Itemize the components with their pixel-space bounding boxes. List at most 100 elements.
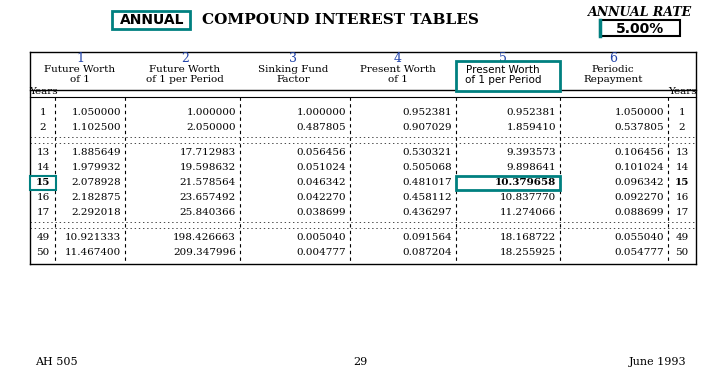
Text: 10.837770: 10.837770 (500, 193, 556, 202)
Text: 0.056456: 0.056456 (296, 148, 346, 157)
Text: Periodic: Periodic (592, 66, 634, 75)
Text: 17.712983: 17.712983 (180, 148, 236, 157)
Text: 0.051024: 0.051024 (296, 163, 346, 172)
Text: 0.005040: 0.005040 (296, 233, 346, 242)
Text: 0.092270: 0.092270 (614, 193, 664, 202)
Text: 1.885649: 1.885649 (71, 148, 121, 157)
Text: 0.487805: 0.487805 (296, 123, 346, 132)
Text: 0.004777: 0.004777 (296, 248, 346, 257)
Text: 0.106456: 0.106456 (614, 148, 664, 157)
Text: 2.182875: 2.182875 (71, 193, 121, 202)
Text: 17: 17 (36, 208, 50, 217)
Text: Present Worth: Present Worth (465, 66, 541, 75)
Text: AH 505: AH 505 (35, 357, 78, 367)
Text: 15: 15 (36, 178, 50, 187)
Text: 16: 16 (676, 193, 689, 202)
FancyBboxPatch shape (600, 20, 680, 36)
Text: 9.898641: 9.898641 (506, 163, 556, 172)
Text: Future Worth: Future Worth (149, 66, 221, 75)
Text: Years: Years (29, 88, 57, 97)
Text: 29: 29 (353, 357, 367, 367)
Text: 13: 13 (36, 148, 50, 157)
Text: 11.274066: 11.274066 (500, 208, 556, 217)
Text: 1.050000: 1.050000 (614, 108, 664, 117)
Text: 50: 50 (676, 248, 689, 257)
Text: 0.952381: 0.952381 (402, 108, 452, 117)
Text: 2: 2 (181, 51, 189, 65)
Text: 1.102500: 1.102500 (71, 123, 121, 132)
Text: 0.530321: 0.530321 (402, 148, 452, 157)
Text: 0.055040: 0.055040 (614, 233, 664, 242)
Text: 5: 5 (499, 51, 507, 65)
Text: 0.537805: 0.537805 (614, 123, 664, 132)
Text: 198.426663: 198.426663 (173, 233, 236, 242)
Text: 50: 50 (36, 248, 50, 257)
Text: Years: Years (668, 88, 696, 97)
Text: 2.292018: 2.292018 (71, 208, 121, 217)
Text: Future Worth: Future Worth (45, 66, 115, 75)
Text: 4: 4 (394, 51, 402, 65)
Text: 49: 49 (36, 233, 50, 242)
Text: 1.050000: 1.050000 (71, 108, 121, 117)
Text: 10.921333: 10.921333 (65, 233, 121, 242)
Text: 0.436297: 0.436297 (402, 208, 452, 217)
Text: 21.578564: 21.578564 (180, 178, 236, 187)
Text: June 1993: June 1993 (629, 357, 686, 367)
Text: ANNUAL: ANNUAL (120, 13, 185, 27)
FancyBboxPatch shape (456, 61, 560, 91)
FancyBboxPatch shape (112, 11, 190, 29)
Text: 0.952381: 0.952381 (506, 108, 556, 117)
Text: 0.046342: 0.046342 (296, 178, 346, 187)
Text: 0.054777: 0.054777 (614, 248, 664, 257)
Text: 15: 15 (675, 178, 689, 187)
Text: 16: 16 (36, 193, 50, 202)
Text: 1.979932: 1.979932 (71, 163, 121, 172)
Text: of 1 per Period: of 1 per Period (465, 75, 541, 85)
Text: Present Worth: Present Worth (466, 65, 540, 75)
Text: of 1: of 1 (70, 75, 90, 85)
Text: 2: 2 (40, 123, 46, 132)
Text: 10.379658: 10.379658 (495, 178, 556, 187)
Text: 209.347996: 209.347996 (173, 248, 236, 257)
Text: 6: 6 (609, 51, 617, 65)
Text: 1: 1 (76, 51, 84, 65)
Text: Repayment: Repayment (583, 75, 642, 85)
Text: 1: 1 (678, 108, 686, 117)
Text: 25.840366: 25.840366 (180, 208, 236, 217)
Text: 0.088699: 0.088699 (614, 208, 664, 217)
Text: 0.481017: 0.481017 (402, 178, 452, 187)
Text: Present Worth: Present Worth (360, 66, 436, 75)
Text: 2: 2 (678, 123, 686, 132)
Text: 0.042270: 0.042270 (296, 193, 346, 202)
Text: 0.096342: 0.096342 (614, 178, 664, 187)
Text: 0.091564: 0.091564 (402, 233, 452, 242)
Text: 14: 14 (676, 163, 689, 172)
Text: 11.467400: 11.467400 (65, 248, 121, 257)
Text: 0.038699: 0.038699 (296, 208, 346, 217)
Text: Factor: Factor (276, 75, 310, 85)
Text: 18.255925: 18.255925 (500, 248, 556, 257)
Text: of 1 per Period: of 1 per Period (464, 75, 542, 85)
Text: 14: 14 (36, 163, 50, 172)
Text: 3: 3 (289, 51, 297, 65)
Text: Sinking Fund: Sinking Fund (258, 66, 328, 75)
FancyBboxPatch shape (456, 176, 560, 189)
FancyBboxPatch shape (30, 176, 56, 189)
Text: 9.393573: 9.393573 (506, 148, 556, 157)
Text: 17: 17 (676, 208, 689, 217)
Text: 19.598632: 19.598632 (180, 163, 236, 172)
Text: 5.00%: 5.00% (616, 22, 664, 36)
Text: 0.087204: 0.087204 (402, 248, 452, 257)
Text: 0.458112: 0.458112 (402, 193, 452, 202)
Text: 1.000000: 1.000000 (296, 108, 346, 117)
Text: 18.168722: 18.168722 (500, 233, 556, 242)
Text: 0.907029: 0.907029 (402, 123, 452, 132)
Text: 1.859410: 1.859410 (506, 123, 556, 132)
Text: 1.000000: 1.000000 (186, 108, 236, 117)
Text: 0.101024: 0.101024 (614, 163, 664, 172)
Text: 2.078928: 2.078928 (71, 178, 121, 187)
Text: COMPOUND INTEREST TABLES: COMPOUND INTEREST TABLES (202, 13, 479, 27)
Text: 23.657492: 23.657492 (180, 193, 236, 202)
Text: 0.505068: 0.505068 (402, 163, 452, 172)
Text: of 1: of 1 (388, 75, 408, 85)
